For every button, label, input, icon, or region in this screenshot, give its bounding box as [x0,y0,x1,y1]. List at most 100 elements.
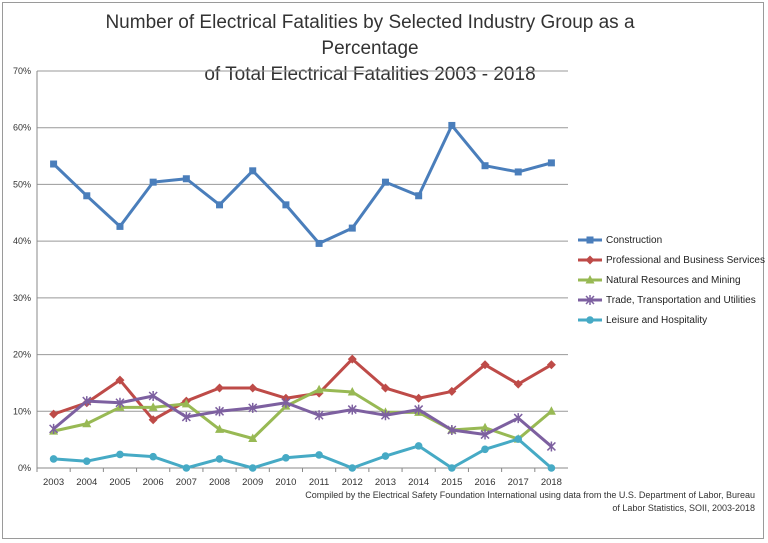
data-point [315,451,323,459]
data-point [414,393,424,403]
data-point [546,360,556,370]
title-line-1: Number of Electrical Fatalities by Selec… [105,12,635,59]
data-point [481,162,489,170]
data-point [347,354,357,364]
data-point [149,452,157,461]
y-tick-label: 10% [13,406,31,416]
legend-label: Natural Resources and Mining [606,274,741,286]
data-point [448,121,456,129]
legend-swatch [578,236,602,244]
legend-label: Leisure and Hospitality [606,314,708,326]
data-point [480,360,490,370]
legend-swatch [578,255,602,265]
data-point [480,422,490,432]
chart-title: Number of Electrical Fatalities by Selec… [60,10,680,88]
legend-item: Leisure and Hospitality [578,310,765,330]
data-point [116,450,124,459]
data-point [248,433,258,443]
data-point [83,192,91,200]
data-point [314,410,324,421]
data-point [49,423,59,434]
data-point [547,159,555,167]
x-tick-label: 2015 [441,477,462,488]
series-line [53,437,553,470]
data-point [380,383,390,393]
data-point [546,441,556,452]
legend-label: Construction [606,234,663,246]
data-point [282,453,290,462]
x-tick-label: 2016 [474,477,495,488]
data-point [248,464,257,472]
data-point [148,402,158,411]
data-point [314,384,324,394]
legend-label: Professional and Business Services [606,254,765,266]
data-point [347,404,357,415]
data-point [546,406,556,415]
data-point [281,397,291,408]
data-point [381,452,390,460]
data-point [513,379,523,389]
data-point [149,178,157,186]
data-point [585,275,595,284]
data-point [82,457,91,465]
data-point [148,390,158,401]
x-tick-label: 2003 [43,477,64,488]
data-point [216,201,224,209]
series-trade-transportation-and-utilities [49,390,556,452]
data-point [414,404,424,415]
data-point [282,201,290,209]
legend-item: Construction [578,230,765,250]
data-point [249,167,257,175]
data-point [547,464,556,472]
data-point [586,236,594,244]
y-tick-label: 20% [13,350,31,360]
data-point [82,396,92,407]
data-point [215,383,225,393]
x-tick-label: 2007 [176,477,197,488]
data-point [248,383,258,393]
y-tick-label: 0% [18,463,31,473]
data-point [348,464,357,472]
series-leisure-and-hospitality [49,435,556,472]
legend-item: Natural Resources and Mining [578,270,765,290]
data-point [586,316,594,324]
y-tick-label: 50% [13,179,31,189]
legend-swatch [578,295,602,305]
data-point [480,429,490,440]
x-tick-label: 2012 [342,477,363,488]
x-tick-label: 2008 [209,477,230,488]
x-tick-label: 2004 [76,477,97,488]
legend-swatch [578,316,602,324]
data-point [49,455,58,463]
data-point [215,455,224,463]
data-point [49,409,59,419]
x-tick-label: 2010 [275,477,296,488]
data-point [115,375,125,385]
data-point [215,424,225,433]
data-point [315,239,323,247]
series-construction [50,121,555,247]
data-point [181,398,191,408]
data-point [182,175,190,183]
series-line [53,357,553,422]
data-point [116,222,124,230]
x-tick-label: 2006 [143,477,164,488]
data-point [380,410,390,421]
x-tick-label: 2014 [408,477,429,488]
series-line [53,388,553,441]
data-point [115,397,125,408]
data-point [447,386,457,396]
series-professional-and-business-services [49,354,556,425]
data-point [50,160,58,168]
x-tick-label: 2011 [309,477,329,488]
data-point [513,413,523,424]
y-tick-label: 60% [13,123,31,133]
x-tick-label: 2005 [109,477,130,488]
data-point [447,425,457,436]
data-point [182,464,191,472]
data-point [585,255,595,265]
legend-item: Trade, Transportation and Utilities [578,290,765,310]
legend-label: Trade, Transportation and Utilities [606,294,756,306]
